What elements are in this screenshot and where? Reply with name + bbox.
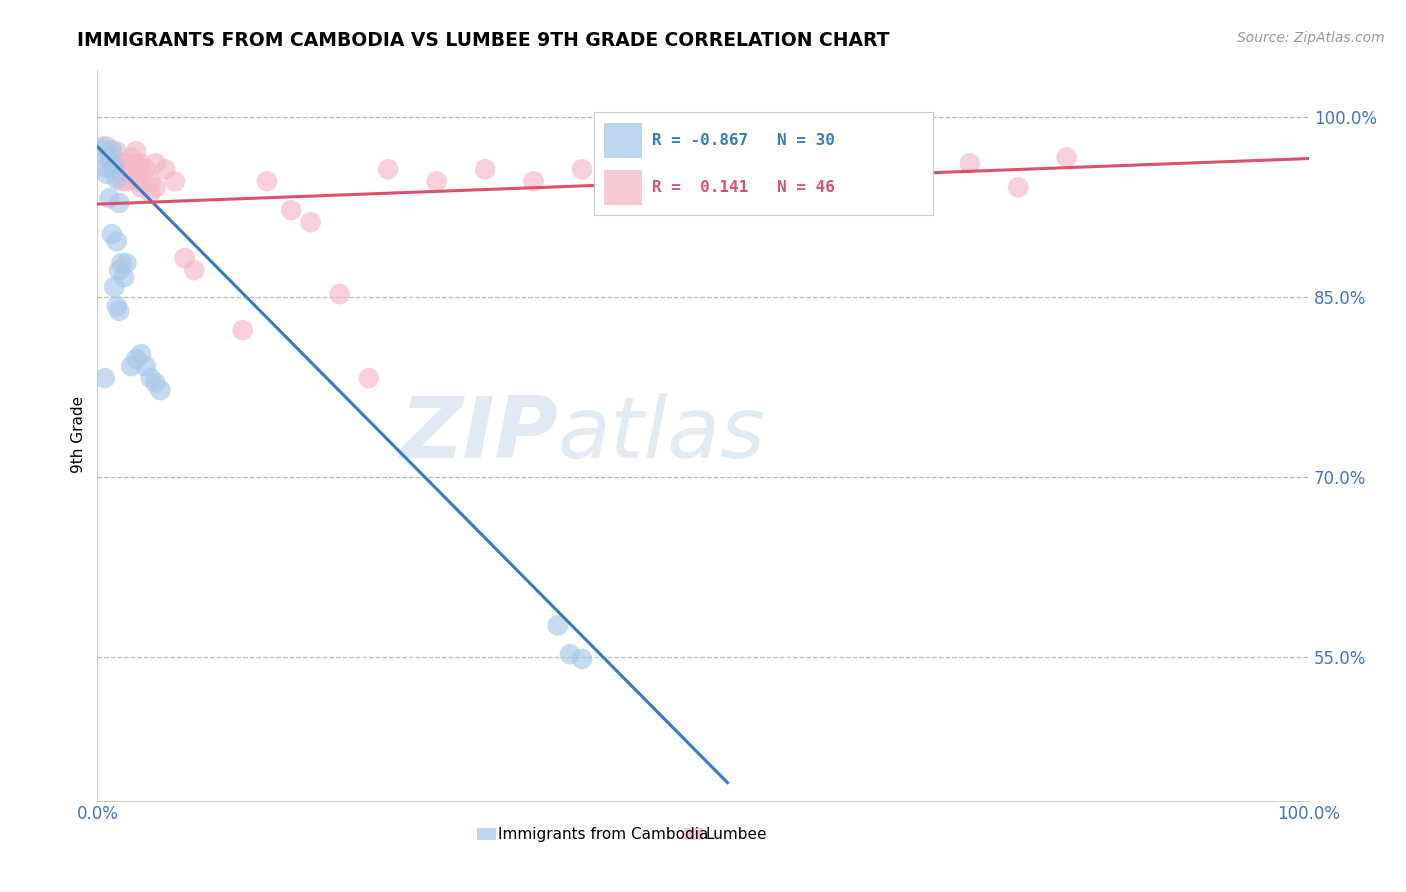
Y-axis label: 9th Grade: 9th Grade xyxy=(72,396,86,473)
Point xyxy=(101,227,124,241)
Point xyxy=(105,235,128,249)
Point xyxy=(426,174,449,188)
Point xyxy=(256,174,278,188)
Point xyxy=(93,160,115,174)
Point xyxy=(115,156,138,170)
Point xyxy=(120,359,142,373)
Point xyxy=(110,156,132,170)
Point xyxy=(125,162,148,177)
Point xyxy=(112,270,135,285)
Point xyxy=(129,156,152,170)
Point xyxy=(959,156,981,170)
Point xyxy=(668,132,690,146)
Text: IMMIGRANTS FROM CAMBODIA VS LUMBEE 9TH GRADE CORRELATION CHART: IMMIGRANTS FROM CAMBODIA VS LUMBEE 9TH G… xyxy=(77,31,890,50)
Point xyxy=(129,162,152,177)
Point xyxy=(110,169,132,183)
Point xyxy=(149,383,172,397)
Point xyxy=(910,174,932,188)
Point xyxy=(571,162,593,177)
Point xyxy=(155,162,177,177)
Point xyxy=(145,376,167,390)
Text: Immigrants from Cambodia: Immigrants from Cambodia xyxy=(498,827,709,841)
Point xyxy=(103,160,125,174)
Point xyxy=(163,174,186,188)
Point xyxy=(101,143,124,157)
Point xyxy=(98,191,121,205)
Point xyxy=(115,162,138,177)
Text: Source: ZipAtlas.com: Source: ZipAtlas.com xyxy=(1237,31,1385,45)
Point xyxy=(299,215,322,229)
Point xyxy=(91,139,114,153)
Point xyxy=(129,347,152,361)
Point xyxy=(120,150,142,164)
Point xyxy=(183,263,205,277)
Point xyxy=(105,172,128,186)
Point xyxy=(101,150,124,164)
Point xyxy=(105,145,128,159)
Point xyxy=(120,169,142,183)
Point xyxy=(125,156,148,170)
Point xyxy=(547,618,569,632)
Point xyxy=(139,186,162,201)
Point xyxy=(110,256,132,270)
Point xyxy=(125,145,148,159)
Point xyxy=(377,162,399,177)
Point xyxy=(110,174,132,188)
Point xyxy=(232,323,254,337)
Point xyxy=(125,174,148,188)
Point xyxy=(145,156,167,170)
Point xyxy=(96,167,118,181)
Point xyxy=(105,299,128,313)
Point xyxy=(93,371,115,385)
Text: ZIP: ZIP xyxy=(401,393,558,476)
Point xyxy=(474,162,496,177)
Point xyxy=(145,180,167,194)
Point xyxy=(716,132,738,146)
Point xyxy=(139,174,162,188)
Point xyxy=(1056,150,1078,164)
Point xyxy=(135,359,157,373)
Point xyxy=(1007,180,1029,194)
Point xyxy=(135,162,157,177)
Point xyxy=(139,371,162,385)
Point xyxy=(115,174,138,188)
Point xyxy=(125,351,148,366)
Point xyxy=(98,155,121,169)
Point xyxy=(357,371,380,385)
Point xyxy=(765,169,787,183)
Point xyxy=(108,263,131,277)
Point xyxy=(571,652,593,666)
Point xyxy=(329,287,352,301)
Point xyxy=(280,203,302,218)
Text: Lumbee: Lumbee xyxy=(706,827,766,841)
Point xyxy=(108,304,131,318)
Point xyxy=(96,148,118,162)
Point xyxy=(558,647,581,661)
Point xyxy=(129,180,152,194)
Point xyxy=(115,256,138,270)
Point xyxy=(522,174,544,188)
Point xyxy=(108,196,131,211)
Point xyxy=(173,251,195,265)
Point xyxy=(96,139,118,153)
Text: atlas: atlas xyxy=(558,393,766,476)
Point xyxy=(103,280,125,294)
Point xyxy=(101,162,124,177)
